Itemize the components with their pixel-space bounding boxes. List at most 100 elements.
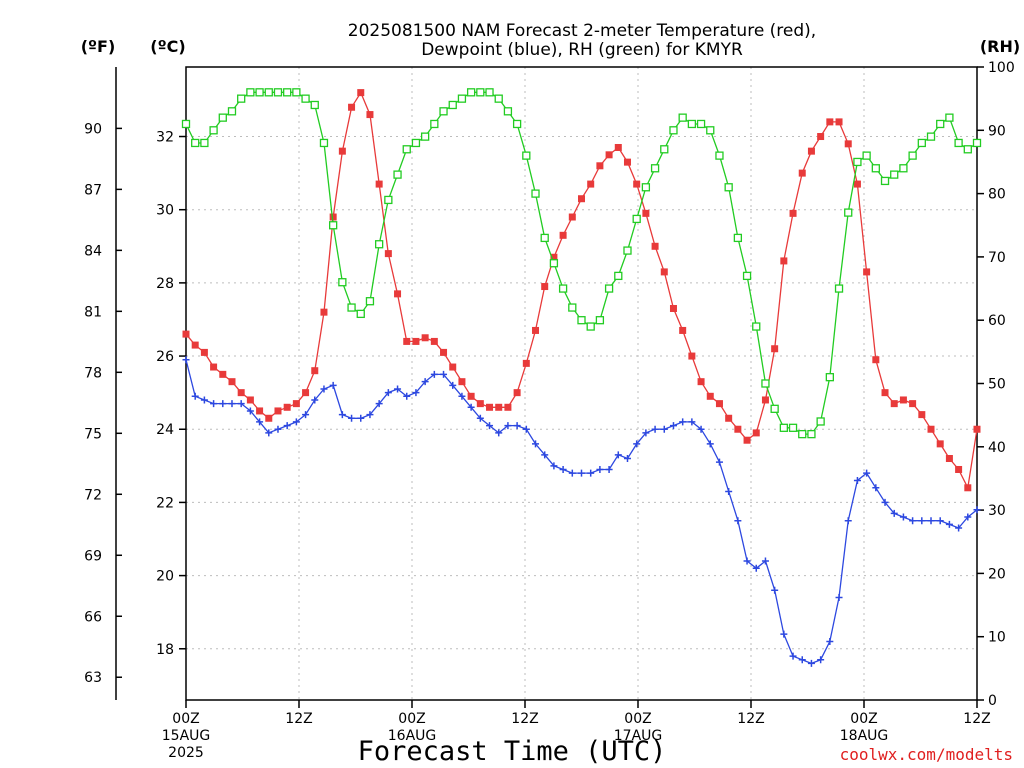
rh-point (632, 214, 641, 224)
temperature-point (228, 378, 236, 386)
temperature-point (476, 400, 484, 408)
rh-tick-label: 70 (988, 250, 1006, 266)
dewpoint-point (844, 517, 852, 525)
dewpoint-point (633, 440, 641, 448)
temperature-point (651, 242, 659, 250)
fahrenheit-tick-label: 75 (84, 426, 102, 442)
unit-label-rh: (RH) (980, 37, 1020, 56)
rh-point (807, 429, 816, 439)
temperature-point (256, 407, 264, 415)
temperature-point (265, 414, 273, 422)
rh-tick-label: 50 (988, 377, 1006, 393)
temperature-point (384, 250, 392, 258)
rh-point (430, 119, 439, 129)
dewpoint-point (660, 425, 668, 433)
dewpoint-point (807, 659, 815, 667)
dewpoint-point (246, 407, 254, 415)
rh-point (494, 94, 503, 103)
dewpoint-point (200, 396, 208, 404)
temperature-point (872, 356, 880, 364)
temperature-point (302, 389, 310, 397)
rh-point (273, 88, 283, 97)
dewpoint-point (375, 400, 383, 408)
temperature-point (467, 392, 475, 400)
temperature-point (623, 158, 631, 166)
rh-point (209, 126, 218, 135)
rh-tick-label: 20 (988, 566, 1006, 582)
temperature-point (182, 330, 190, 338)
rh-point (531, 189, 540, 198)
dewpoint-point (587, 469, 595, 477)
dewpoint-point (329, 381, 337, 389)
temperature-point (964, 484, 972, 492)
rh-point (255, 88, 264, 97)
x-axis-label: Forecast Time (UTC) (358, 736, 667, 767)
dewpoint-point (421, 378, 429, 386)
dewpoint-point (964, 513, 972, 521)
rh-point (908, 151, 917, 160)
rh-tick-label: 100 (988, 60, 1015, 76)
celsius-tick-label: 30 (156, 203, 174, 219)
temperature-point (798, 169, 806, 177)
rh-point (825, 373, 834, 382)
rh-point (512, 119, 522, 129)
rh-point (264, 88, 273, 97)
temperature-point (283, 403, 291, 411)
temperature-point (945, 455, 953, 463)
temperature-point (807, 147, 815, 155)
temperature-point (817, 133, 825, 141)
rh-point (384, 195, 393, 205)
dewpoint-point (881, 498, 889, 506)
temperature-point (403, 337, 411, 345)
dewpoint-point (614, 451, 622, 459)
celsius-tick-label: 18 (156, 642, 174, 658)
rh-point (200, 138, 209, 148)
chart-title-line2: Dewpoint (blue), RH (green) for KMYR (421, 40, 743, 60)
dewpoint-point (945, 520, 953, 528)
temperature-point (504, 403, 512, 411)
dewpoint-point (541, 451, 549, 459)
dewpoint-point (476, 414, 484, 422)
rh-point (678, 113, 687, 122)
rh-point (595, 316, 605, 325)
temperature-point (715, 400, 723, 408)
temperature-point (311, 367, 319, 375)
temperature-point (246, 396, 254, 404)
rh-point (393, 170, 402, 179)
fahrenheit-tick-label: 84 (84, 243, 102, 259)
rh-point (936, 119, 945, 129)
rh-point (788, 423, 798, 432)
temperature-point (200, 348, 208, 356)
rh-point (742, 271, 752, 281)
dewpoint-point (955, 524, 963, 532)
dewpoint-point (669, 422, 677, 430)
x-tick-label: 12Z (737, 711, 764, 727)
temperature-point (486, 403, 494, 411)
dewpoint-point (449, 381, 457, 389)
rh-point (862, 151, 871, 160)
rh-point (568, 303, 577, 312)
fahrenheit-tick-label: 63 (84, 670, 102, 686)
temperature-point (863, 268, 871, 276)
rh-point (669, 126, 678, 135)
temperature-point (210, 363, 218, 371)
series-line-rh (185, 91, 978, 435)
x-tick-date: 18AUG (840, 728, 889, 744)
rh-point (338, 278, 347, 287)
dewpoint-point (256, 418, 264, 426)
rh-point (972, 138, 982, 148)
temperature-point (761, 396, 769, 404)
temperature-point (513, 389, 521, 397)
dewpoint-point (292, 418, 300, 426)
rh-tick-label: 0 (988, 693, 997, 709)
rh-point (549, 259, 559, 268)
temperature-point (899, 396, 907, 404)
dewpoint-point (706, 440, 714, 448)
fahrenheit-tick-label: 78 (84, 365, 102, 381)
dewpoint-point (559, 465, 567, 473)
temperature-point (789, 209, 797, 217)
rh-point (650, 164, 660, 173)
rh-point (641, 183, 651, 192)
dewpoint-point (853, 476, 861, 484)
rh-point (485, 88, 494, 97)
